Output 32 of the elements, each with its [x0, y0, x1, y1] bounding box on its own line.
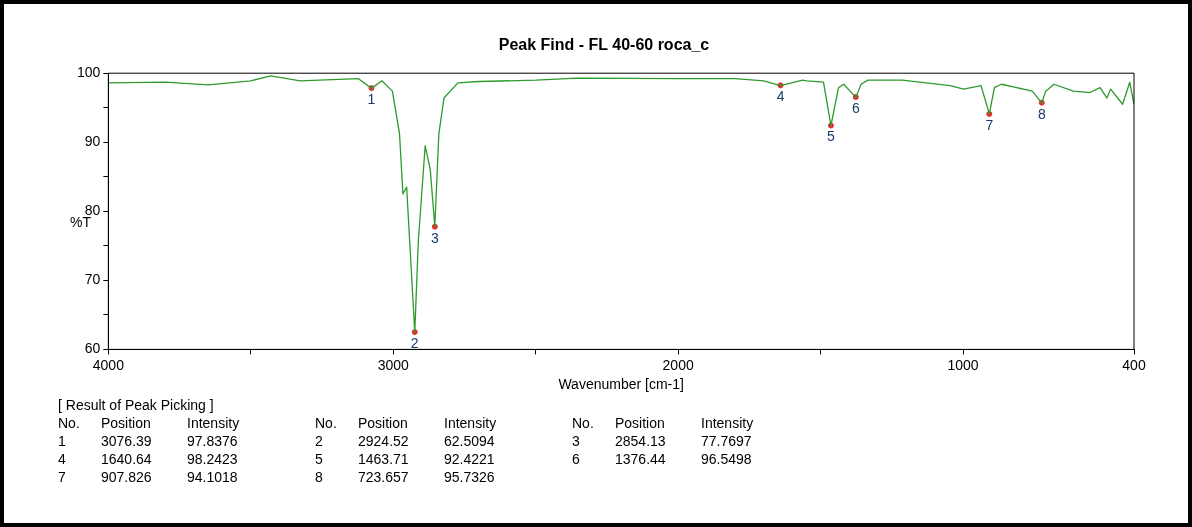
text: 4 1640.64 98.2423: [58, 451, 238, 467]
text: 2 2924.52 62.5094: [315, 433, 495, 449]
y-axis-title: %T: [70, 214, 91, 230]
x-tick-label: 1000: [947, 356, 979, 373]
x-tick-label: 2000: [662, 356, 694, 373]
text: 3 2854.13 77.7697: [572, 433, 752, 449]
x-axis-title: Wavenumber [cm-1]: [558, 376, 684, 393]
x-tick-label: 3000: [377, 356, 410, 373]
text: No. Position Intensity: [58, 415, 240, 431]
text: 7 907.826 94.1018: [58, 469, 238, 485]
annotation: 2: [410, 334, 419, 351]
annotation: 8: [1037, 105, 1046, 122]
annotation: 7: [985, 116, 994, 133]
text: No. Position Intensity: [572, 415, 754, 431]
annotation: 6: [851, 99, 860, 116]
chart-title: Peak Find - FL 40-60 roca_c: [498, 36, 710, 54]
annotation: 5: [827, 128, 836, 145]
text: No. Position Intensity: [315, 415, 497, 431]
annotation: 4: [776, 88, 785, 105]
text: [ Result of Peak Picking ]: [58, 396, 215, 414]
text: 6 1376.44 96.5498: [572, 451, 752, 467]
x-tick-label: 400: [1122, 356, 1146, 373]
y-tick-label: 70: [84, 271, 101, 288]
y-tick-label: 60: [84, 340, 101, 357]
text: 5 1463.71 92.4221: [315, 451, 495, 467]
annotation: 3: [430, 229, 439, 246]
x-tick-label: 4000: [92, 356, 125, 373]
text: 8 723.657 95.7326: [315, 469, 495, 485]
text: 1 3076.39 97.8376: [58, 433, 238, 449]
y-tick-label: 90: [84, 133, 101, 150]
y-tick-label: 100: [77, 64, 101, 81]
annotation: 1: [367, 90, 376, 107]
